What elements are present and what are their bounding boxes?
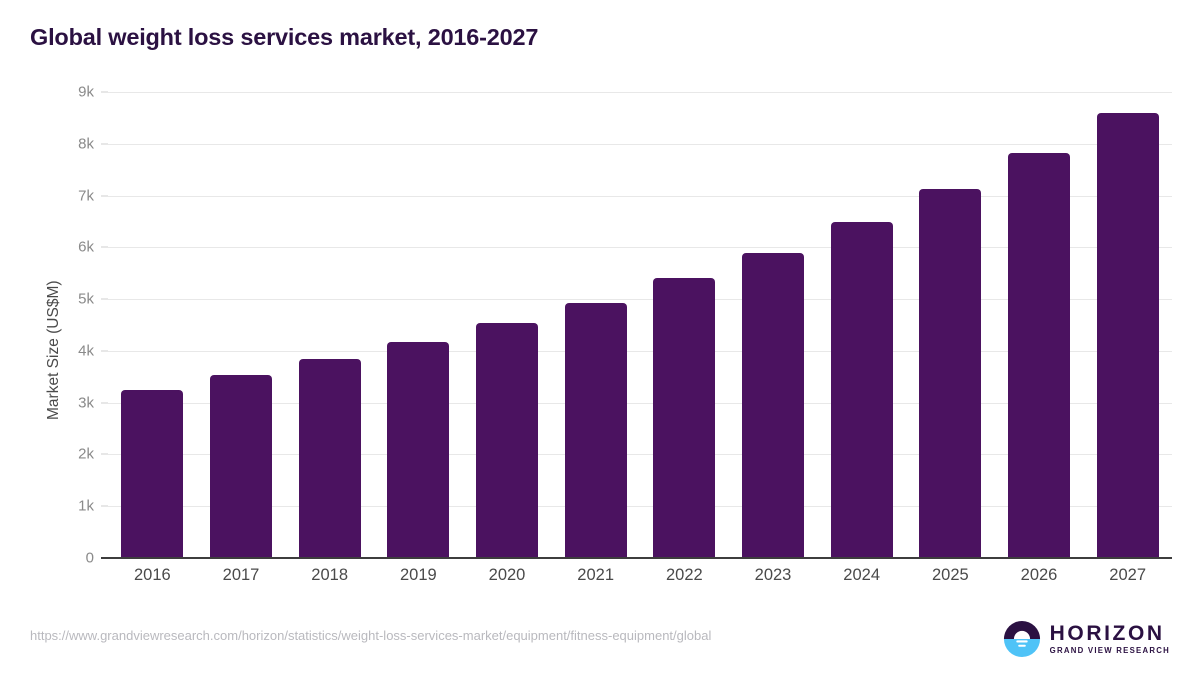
x-tick-label-2021: 2021 xyxy=(577,566,615,584)
x-tick-label-2017: 2017 xyxy=(222,566,260,584)
y-tick-mark xyxy=(101,350,108,352)
x-axis-line xyxy=(108,557,1172,559)
y-tick-label: 6k xyxy=(78,238,94,256)
bar-2021[interactable] xyxy=(564,302,627,558)
bar-2026[interactable] xyxy=(1008,152,1070,558)
gridline xyxy=(108,92,1172,93)
gridline xyxy=(108,247,1172,249)
x-tick-label-2027: 2027 xyxy=(1109,566,1147,584)
gridline xyxy=(108,350,1172,352)
plot-area xyxy=(108,92,1172,559)
gridline xyxy=(108,506,1172,508)
bar-2019[interactable] xyxy=(387,342,450,558)
bar-2025[interactable] xyxy=(919,189,982,558)
bar-series xyxy=(108,92,1172,558)
y-tick-label: 5k xyxy=(78,290,94,308)
y-tick-mark xyxy=(101,453,108,455)
bar-2016[interactable] xyxy=(121,389,184,558)
gridline xyxy=(108,195,1172,197)
page-title: Global weight loss services market, 2016… xyxy=(30,24,539,50)
bar-2017[interactable] xyxy=(210,375,272,558)
y-tick-mark xyxy=(101,402,108,404)
gridline xyxy=(108,454,1172,456)
x-tick-label-2024: 2024 xyxy=(843,566,881,584)
horizon-logo-icon xyxy=(1003,620,1041,658)
horizon-logo: HORIZON GRAND VIEW RESEARCH xyxy=(1003,618,1170,660)
y-axis-ticks: 0 1k 2k 3k 4k 5k 6k 7k 8k 9k xyxy=(0,84,108,567)
bar-2023[interactable] xyxy=(742,252,804,558)
bar-2024[interactable] xyxy=(830,221,893,558)
y-tick-mark xyxy=(101,91,108,93)
bar-2027[interactable] xyxy=(1096,112,1159,558)
y-tick-label: 2k xyxy=(78,445,94,463)
y-tick-label: 3k xyxy=(78,394,94,412)
logo-wordmark: HORIZON xyxy=(1049,622,1165,646)
source-url[interactable]: https://www.grandviewresearch.com/horizo… xyxy=(30,628,712,643)
bar-2018[interactable] xyxy=(298,358,361,558)
x-tick-label-2019: 2019 xyxy=(399,566,437,584)
y-tick-label: 8k xyxy=(78,135,94,153)
gridlines xyxy=(108,92,1172,558)
y-tick-mark xyxy=(101,246,108,248)
x-tick-label-2022: 2022 xyxy=(665,566,703,584)
logo-tagline: GRAND VIEW RESEARCH xyxy=(1049,646,1170,656)
bar-2020[interactable] xyxy=(476,322,538,558)
x-tick-label-2023: 2023 xyxy=(754,566,792,584)
y-tick-label: 4k xyxy=(78,342,94,360)
y-tick-mark xyxy=(101,143,108,145)
y-tick-label: 9k xyxy=(78,83,94,101)
x-tick-label-2016: 2016 xyxy=(133,566,171,584)
x-tick-label-2025: 2025 xyxy=(931,566,969,584)
gridline xyxy=(108,402,1172,404)
x-axis-labels: 2016 2017 2018 2019 2020 2021 2022 2023 2024 2025… xyxy=(108,566,1172,592)
x-tick-label-2018: 2018 xyxy=(311,566,349,584)
gridline xyxy=(108,299,1172,301)
y-tick-mark xyxy=(101,557,108,559)
y-tick-mark xyxy=(101,505,108,507)
y-tick-mark xyxy=(101,195,108,197)
x-tick-label-2020: 2020 xyxy=(488,566,526,584)
y-tick-mark xyxy=(101,298,108,300)
y-tick-label: 7k xyxy=(78,187,94,205)
y-tick-label: 1k xyxy=(78,497,94,515)
horizon-logo-text: HORIZON GRAND VIEW RESEARCH xyxy=(1050,623,1170,655)
bar-2022[interactable] xyxy=(653,278,716,558)
gridline xyxy=(108,143,1172,145)
x-tick-label-2026: 2026 xyxy=(1020,566,1058,584)
y-tick-label: 0 xyxy=(85,549,94,567)
